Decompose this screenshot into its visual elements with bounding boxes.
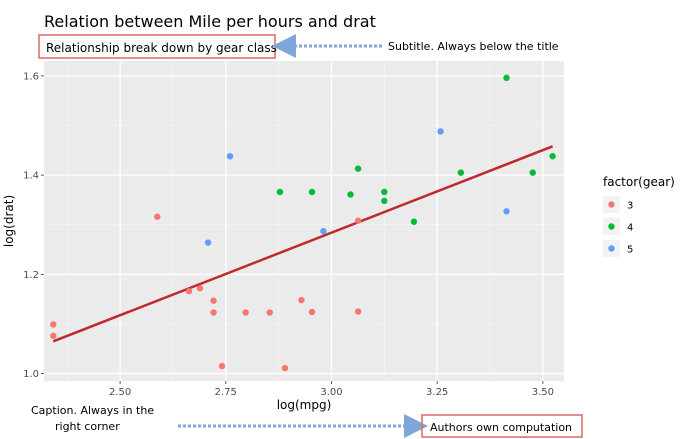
- data-point-gear-3: [281, 364, 289, 372]
- y-axis-title: log(drat): [2, 195, 16, 247]
- data-point-gear-3: [154, 213, 161, 220]
- data-point-gear-4: [410, 218, 418, 225]
- y-tick-label: 1.2: [23, 270, 39, 281]
- trend-line: [52, 145, 554, 343]
- data-point-gear-3: [242, 309, 249, 316]
- legend-label-gear-5: 5: [627, 245, 633, 256]
- data-point-gear-4: [381, 197, 388, 205]
- data-point-gear-3: [210, 309, 217, 316]
- data-point-gear-5: [320, 227, 327, 235]
- data-point-gear-4: [529, 169, 536, 176]
- legend-label-gear-4: 4: [627, 223, 633, 234]
- data-point-gear-4: [276, 188, 284, 196]
- y-tick-label: 1.4: [23, 171, 39, 182]
- x-tick-label: 3.25: [426, 387, 448, 398]
- data-point-gear-3: [50, 321, 57, 328]
- trend-line-group: [52, 145, 554, 343]
- data-point-gear-3: [354, 308, 362, 315]
- legend-key-gear-4: [608, 223, 615, 230]
- data-point-gear-5: [226, 153, 234, 160]
- data-point-gear-3: [185, 288, 193, 295]
- data-point-gear-4: [549, 153, 556, 160]
- x-tick-label: 2.75: [215, 387, 237, 398]
- plot-panel: [44, 61, 564, 381]
- data-point-gear-4: [457, 169, 465, 176]
- caption-box: [421, 414, 583, 438]
- data-point-gear-4: [308, 188, 316, 196]
- data-point-gear-3: [298, 296, 305, 304]
- subtitle-note: Subtitle. Always below the title: [388, 40, 559, 53]
- legend-label-gear-3: 3: [627, 201, 633, 212]
- caption-note-line1: Caption. Always in the: [31, 404, 154, 417]
- x-axis-ticks: 2.50 2.75 3.00 3.25 3.50: [109, 381, 554, 398]
- data-point-gear-4: [381, 188, 388, 196]
- data-point-gear-3: [210, 297, 217, 304]
- grid-lines: [44, 61, 564, 381]
- data-point-gear-3: [308, 308, 316, 316]
- legend-key-gear-5: [608, 245, 615, 252]
- chart-subtitle: Relationship break down by gear class: [46, 41, 277, 55]
- y-axis-ticks: 1.0 1.2 1.4 1.6: [23, 71, 44, 380]
- chart-caption: Authors own computation: [430, 421, 572, 434]
- data-point-gear-3: [50, 332, 57, 340]
- data-point-gear-3: [218, 362, 226, 370]
- data-point-gear-5: [204, 239, 212, 246]
- caption-note-line2: right corner: [55, 420, 120, 433]
- y-tick-label: 1.0: [23, 369, 39, 380]
- data-points: [50, 74, 556, 372]
- data-point-gear-5: [437, 128, 444, 135]
- data-point-gear-4: [354, 165, 362, 172]
- x-tick-label: 2.50: [109, 387, 131, 398]
- data-point-gear-3: [266, 309, 273, 316]
- y-tick-label: 1.6: [23, 71, 39, 82]
- data-point-gear-4: [347, 191, 354, 198]
- data-point-gear-3: [354, 217, 362, 224]
- data-point-gear-5: [503, 208, 510, 215]
- legend-title: factor(gear): [603, 175, 675, 189]
- data-point-gear-3: [196, 285, 204, 292]
- chart-title: Relation between Mile per hours and drat: [44, 12, 376, 31]
- x-tick-label: 3.50: [532, 387, 554, 398]
- x-tick-label: 3.00: [320, 387, 342, 398]
- legend: factor(gear) 3 4 5: [603, 175, 675, 257]
- x-axis-title: log(mpg): [277, 398, 332, 412]
- data-point-gear-4: [503, 74, 510, 82]
- legend-key-gear-3: [608, 201, 615, 208]
